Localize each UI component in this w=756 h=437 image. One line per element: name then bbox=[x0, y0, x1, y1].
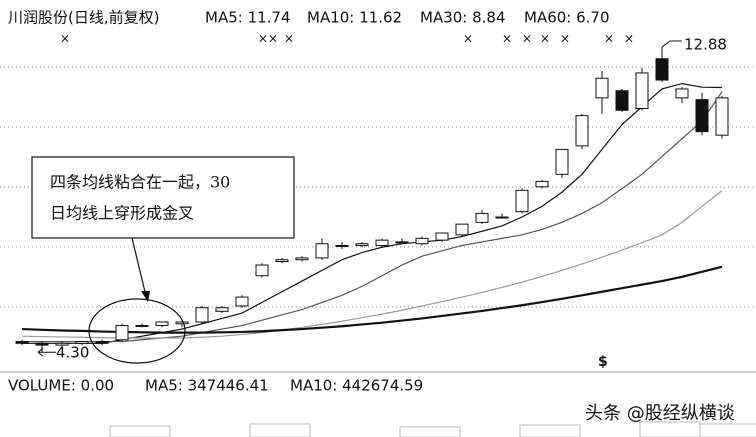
svg-text:×: × bbox=[463, 32, 473, 46]
candle-body bbox=[435, 232, 449, 241]
svg-text:×: × bbox=[258, 32, 268, 46]
svg-text:×: × bbox=[604, 32, 614, 46]
svg-text:×: × bbox=[560, 32, 570, 46]
candle-body bbox=[695, 99, 709, 133]
ma-line bbox=[22, 82, 723, 344]
svg-text:×: × bbox=[502, 32, 512, 46]
candle-body bbox=[635, 72, 649, 110]
watermark: 头条 @股经纵横谈 bbox=[585, 403, 735, 424]
ma-line bbox=[22, 91, 723, 343]
volume-hint bbox=[249, 423, 311, 437]
candle-body bbox=[615, 90, 629, 111]
high-pointer bbox=[661, 40, 682, 48]
candle-body bbox=[215, 307, 229, 312]
volume-hint bbox=[699, 423, 756, 437]
candle-body bbox=[55, 342, 69, 346]
callout: 四条均线粘合在一起，30 日均线上穿形成金叉 bbox=[31, 156, 295, 364]
candle-body bbox=[195, 307, 209, 323]
candle-body bbox=[275, 259, 289, 262]
candle-body bbox=[495, 216, 509, 219]
candle-body bbox=[415, 237, 429, 245]
candle-body bbox=[35, 342, 49, 346]
candle-body bbox=[575, 115, 589, 147]
volume-legend: VOLUME: 0.00 bbox=[8, 377, 114, 395]
candle-body bbox=[595, 77, 609, 99]
candle-body bbox=[155, 321, 169, 327]
highlight-ellipse bbox=[88, 298, 186, 364]
chart-title: 川润股份(日线,前复权) bbox=[8, 9, 159, 27]
candle-body bbox=[75, 341, 89, 344]
candle-body bbox=[95, 341, 109, 344]
candle-body bbox=[555, 148, 569, 175]
high-label: 12.88 bbox=[684, 35, 727, 53]
volume-legend: MA10: 442674.59 bbox=[290, 377, 423, 395]
candle-body bbox=[135, 325, 149, 328]
cross-markers: × × × × × × × × × × × bbox=[60, 32, 634, 46]
svg-text:×: × bbox=[284, 32, 294, 46]
callout-line: 四条均线粘合在一起，30 bbox=[50, 173, 230, 192]
candle-body bbox=[175, 321, 189, 325]
callout-line: 日均线上穿形成金叉 bbox=[50, 204, 194, 223]
volume-legend: MA5: 347446.41 bbox=[145, 377, 269, 395]
candle-body bbox=[315, 243, 329, 259]
volume-hint bbox=[639, 421, 701, 437]
signal-marker: $ bbox=[598, 354, 608, 370]
candle-body bbox=[255, 264, 269, 277]
candle-body bbox=[475, 212, 489, 223]
candle-body bbox=[515, 189, 529, 213]
low-pointer bbox=[37, 347, 56, 357]
candle-body bbox=[375, 239, 389, 246]
candle-body bbox=[395, 241, 409, 244]
ma-line bbox=[21, 190, 723, 339]
volume-hint bbox=[519, 424, 581, 437]
legend-entry: MA30: 8.84 bbox=[420, 9, 506, 27]
candle-body bbox=[715, 97, 729, 136]
candle-body bbox=[675, 88, 689, 99]
legend-entry: MA60: 6.70 bbox=[524, 9, 610, 27]
callout-box bbox=[31, 156, 295, 239]
svg-text:×: × bbox=[268, 32, 278, 46]
legend-entry: MA5: 11.74 bbox=[205, 9, 291, 27]
candle-body bbox=[455, 223, 469, 236]
callout-arrow bbox=[131, 237, 147, 297]
svg-text:×: × bbox=[60, 32, 70, 46]
candle-body bbox=[295, 257, 309, 261]
candle-body bbox=[115, 325, 129, 341]
candle-body bbox=[15, 341, 29, 344]
candle-body bbox=[235, 296, 249, 307]
candle-body bbox=[655, 58, 669, 81]
legend-entry: MA10: 11.62 bbox=[307, 9, 402, 27]
svg-text:×: × bbox=[522, 32, 532, 46]
candle-body bbox=[335, 244, 349, 247]
svg-text:×: × bbox=[624, 32, 634, 46]
volume-hint bbox=[399, 426, 461, 437]
low-label: 4.30 bbox=[56, 344, 89, 362]
volume-hint bbox=[109, 425, 171, 437]
svg-text:×: × bbox=[540, 32, 550, 46]
candle-body bbox=[535, 180, 549, 188]
candle-body bbox=[355, 243, 369, 246]
ma-line bbox=[21, 265, 723, 334]
